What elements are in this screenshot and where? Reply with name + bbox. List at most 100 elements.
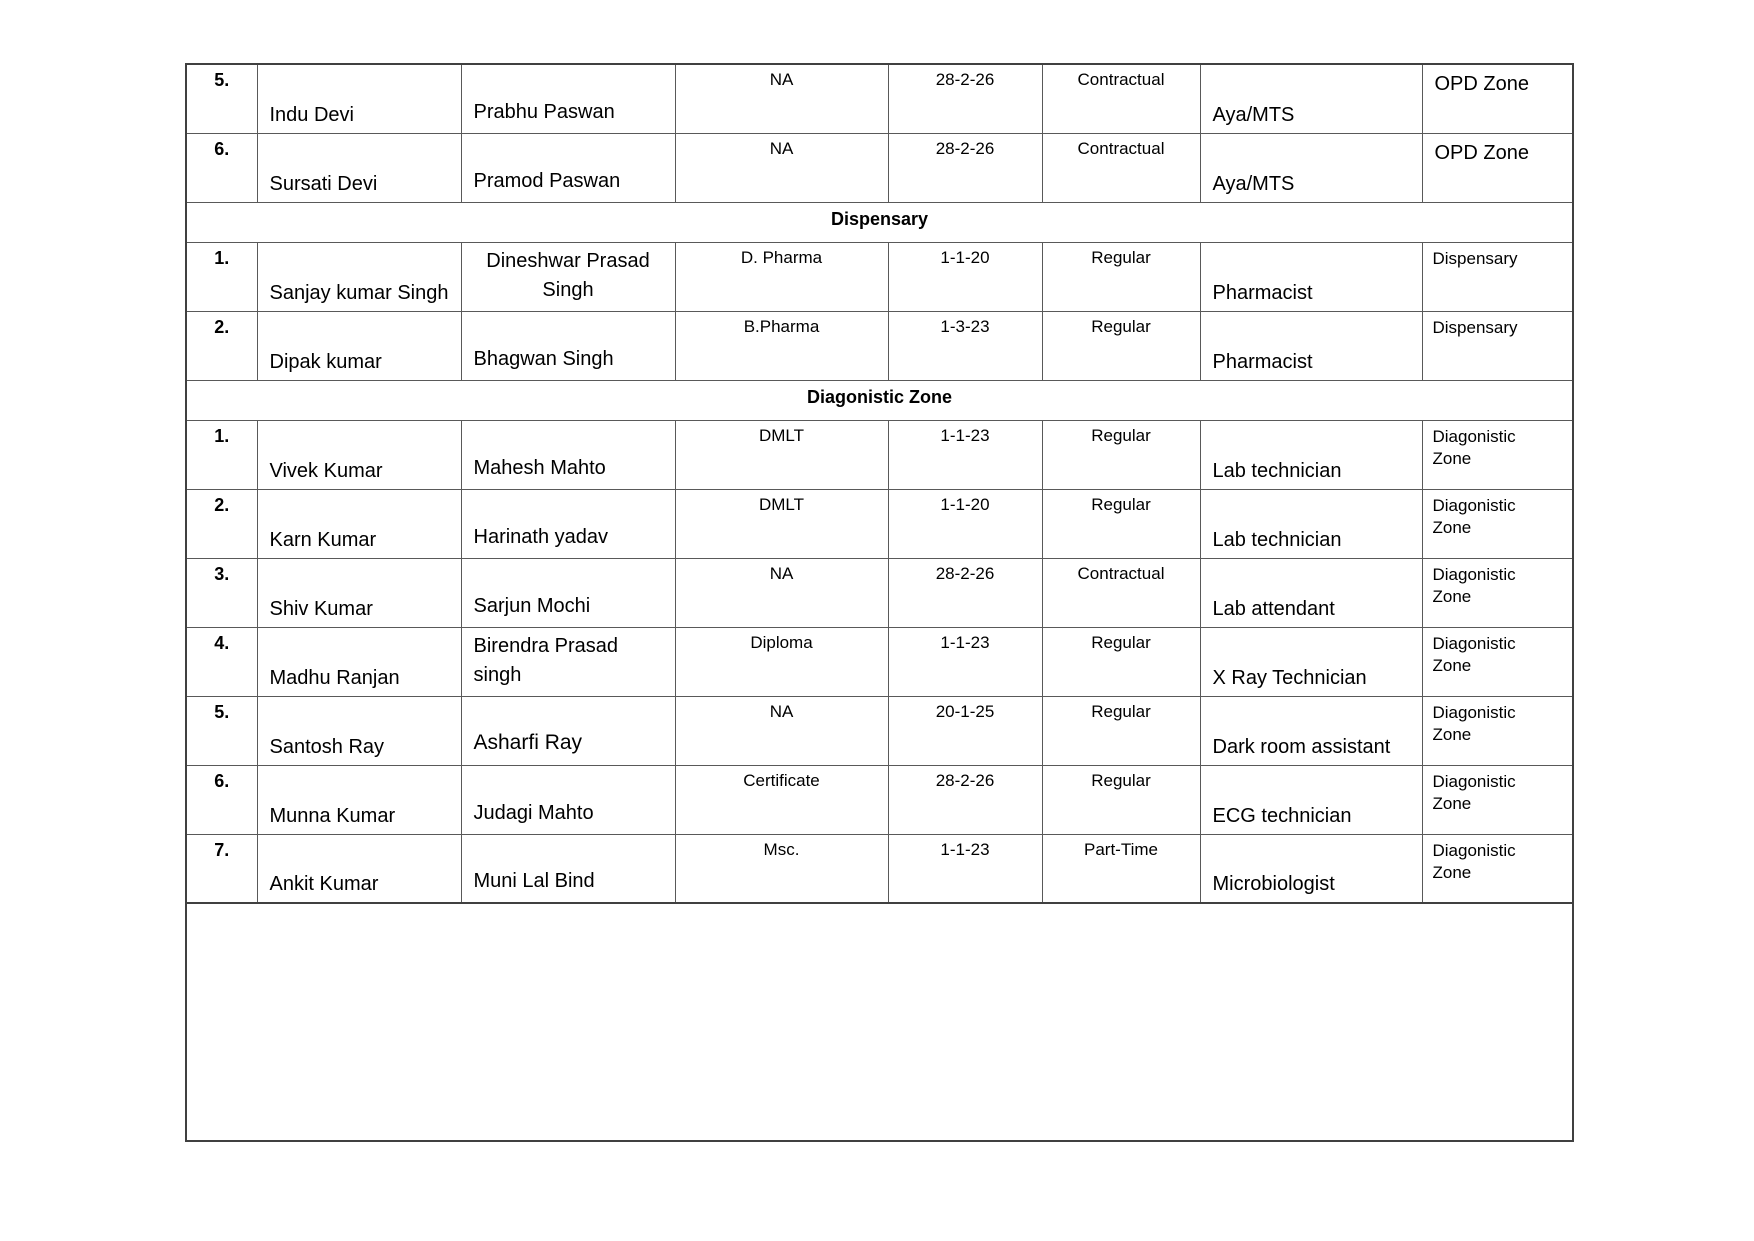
- cell-father-name: Dineshwar Prasad Singh: [460, 241, 676, 312]
- cell-zone: Dispensary: [1421, 310, 1574, 381]
- cell-zone: Diagonistic Zone: [1421, 833, 1574, 904]
- table-row: 6. Munna Kumar Judagi Mahto Certificate 28-2…: [185, 764, 1574, 835]
- cell-employment-type: Regular: [1041, 241, 1201, 312]
- cell-qualification: NA: [674, 557, 889, 628]
- section-header-row: Dispensary: [185, 201, 1574, 243]
- cell-qualification: DMLT: [674, 488, 889, 559]
- cell-serial: 5.: [185, 63, 258, 134]
- cell-serial: 6.: [185, 132, 258, 203]
- cell-join-date: 1-1-23: [887, 833, 1043, 904]
- cell-join-date: 1-1-20: [887, 488, 1043, 559]
- cell-employment-type: Regular: [1041, 310, 1201, 381]
- section-header-row: Diagonistic Zone: [185, 379, 1574, 421]
- cell-designation: ECG technician: [1199, 764, 1423, 835]
- cell-zone: OPD Zone: [1421, 132, 1574, 203]
- cell-qualification: B.Pharma: [674, 310, 889, 381]
- cell-qualification: NA: [674, 695, 889, 766]
- cell-name: Sursati Devi: [256, 132, 462, 203]
- cell-father-name: Mahesh Mahto: [460, 419, 676, 490]
- cell-join-date: 1-1-23: [887, 419, 1043, 490]
- cell-employment-type: Regular: [1041, 764, 1201, 835]
- cell-zone: OPD Zone: [1421, 63, 1574, 134]
- cell-serial: 4.: [185, 626, 258, 697]
- cell-designation: Lab technician: [1199, 419, 1423, 490]
- cell-designation: Lab technician: [1199, 488, 1423, 559]
- section-title: Dispensary: [185, 201, 1574, 243]
- section-title: Diagonistic Zone: [185, 379, 1574, 421]
- staff-table-body: 5. Indu Devi Prabhu Paswan NA 28-2-26 Contrac…: [185, 63, 1574, 1142]
- cell-name: Dipak kumar: [256, 310, 462, 381]
- cell-designation: Pharmacist: [1199, 241, 1423, 312]
- cell-father-name: Asharfi Ray: [460, 695, 676, 766]
- table-row: 1. Sanjay kumar Singh Dineshwar Prasad Sin…: [185, 241, 1574, 312]
- table-row: 4. Madhu Ranjan Birendra Prasad singh Diplo…: [185, 626, 1574, 697]
- cell-join-date: 28-2-26: [887, 557, 1043, 628]
- cell-employment-type: Regular: [1041, 488, 1201, 559]
- cell-qualification: Certificate: [674, 764, 889, 835]
- cell-join-date: 1-1-23: [887, 626, 1043, 697]
- cell-join-date: 28-2-26: [887, 764, 1043, 835]
- cell-qualification: DMLT: [674, 419, 889, 490]
- cell-father-name: Birendra Prasad singh: [460, 626, 676, 697]
- cell-qualification: D. Pharma: [674, 241, 889, 312]
- cell-serial: 7.: [185, 833, 258, 904]
- table-row: 6. Sursati Devi Pramod Paswan NA 28-2-26 Cont…: [185, 132, 1574, 203]
- cell-join-date: 1-1-20: [887, 241, 1043, 312]
- cell-name: Vivek Kumar: [256, 419, 462, 490]
- cell-employment-type: Contractual: [1041, 557, 1201, 628]
- cell-employment-type: Part-Time: [1041, 833, 1201, 904]
- cell-name: Ankit Kumar: [256, 833, 462, 904]
- cell-zone: Diagonistic Zone: [1421, 419, 1574, 490]
- cell-serial: 3.: [185, 557, 258, 628]
- cell-name: Santosh Ray: [256, 695, 462, 766]
- cell-employment-type: Regular: [1041, 695, 1201, 766]
- document-page: 5. Indu Devi Prabhu Paswan NA 28-2-26 Contrac…: [185, 63, 1574, 1142]
- cell-qualification: NA: [674, 132, 889, 203]
- table-row: 3. Shiv Kumar Sarjun Mochi NA 28-2-26 Contrac…: [185, 557, 1574, 628]
- table-row: 7. Ankit Kumar Muni Lal Bind Msc. 1-1-23 Part…: [185, 833, 1574, 904]
- table-row: 1. Vivek Kumar Mahesh Mahto DMLT 1-1-23 Regul…: [185, 419, 1574, 490]
- cell-father-name: Judagi Mahto: [460, 764, 676, 835]
- cell-name: Shiv Kumar: [256, 557, 462, 628]
- cell-join-date: 20-1-25: [887, 695, 1043, 766]
- cell-serial: 6.: [185, 764, 258, 835]
- cell-employment-type: Regular: [1041, 419, 1201, 490]
- table-row: 5. Indu Devi Prabhu Paswan NA 28-2-26 Contrac…: [185, 63, 1574, 134]
- cell-name: Sanjay kumar Singh: [256, 241, 462, 312]
- empty-cell: [185, 902, 1574, 1142]
- cell-father-name: Prabhu Paswan: [460, 63, 676, 134]
- empty-row: [185, 902, 1574, 1142]
- cell-zone: Dispensary: [1421, 241, 1574, 312]
- cell-serial: 1.: [185, 419, 258, 490]
- cell-serial: 2.: [185, 310, 258, 381]
- cell-designation: X Ray Technician: [1199, 626, 1423, 697]
- cell-zone: Diagonistic Zone: [1421, 488, 1574, 559]
- cell-qualification: Diploma: [674, 626, 889, 697]
- cell-father-name: Pramod Paswan: [460, 132, 676, 203]
- cell-father-name: Sarjun Mochi: [460, 557, 676, 628]
- cell-serial: 2.: [185, 488, 258, 559]
- cell-serial: 5.: [185, 695, 258, 766]
- cell-designation: Aya/MTS: [1199, 63, 1423, 134]
- cell-father-name: Bhagwan Singh: [460, 310, 676, 381]
- cell-qualification: Msc.: [674, 833, 889, 904]
- cell-zone: Diagonistic Zone: [1421, 557, 1574, 628]
- cell-name: Karn Kumar: [256, 488, 462, 559]
- cell-join-date: 28-2-26: [887, 132, 1043, 203]
- cell-name: Munna Kumar: [256, 764, 462, 835]
- cell-designation: Dark room assistant: [1199, 695, 1423, 766]
- cell-name: Madhu Ranjan: [256, 626, 462, 697]
- cell-father-name: Harinath yadav: [460, 488, 676, 559]
- table-row: 2. Dipak kumar Bhagwan Singh B.Pharma 1-3-23…: [185, 310, 1574, 381]
- cell-zone: Diagonistic Zone: [1421, 764, 1574, 835]
- cell-designation: Lab attendant: [1199, 557, 1423, 628]
- cell-designation: Pharmacist: [1199, 310, 1423, 381]
- cell-father-name: Muni Lal Bind: [460, 833, 676, 904]
- cell-zone: Diagonistic Zone: [1421, 626, 1574, 697]
- cell-join-date: 28-2-26: [887, 63, 1043, 134]
- cell-employment-type: Regular: [1041, 626, 1201, 697]
- table-row: 5. Santosh Ray Asharfi Ray NA 20-1-25 Regular…: [185, 695, 1574, 766]
- cell-zone: Diagonistic Zone: [1421, 695, 1574, 766]
- cell-join-date: 1-3-23: [887, 310, 1043, 381]
- table-row: 2. Karn Kumar Harinath yadav DMLT 1-1-20 Regu…: [185, 488, 1574, 559]
